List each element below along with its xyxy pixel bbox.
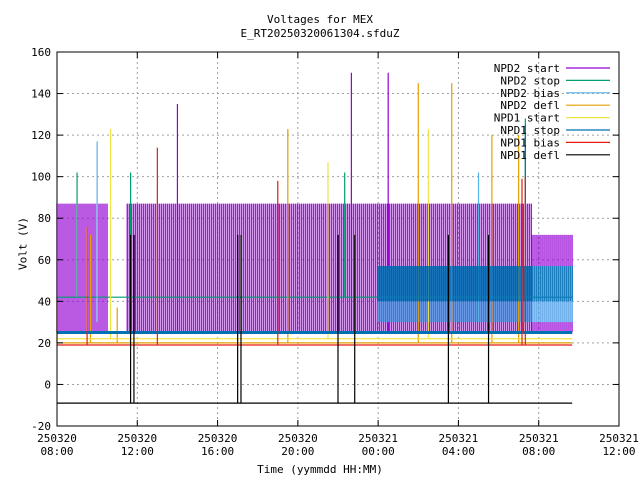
y-tick-label: 40 bbox=[38, 295, 51, 308]
series-npd1-bias bbox=[57, 147, 573, 346]
y-tick-label: -20 bbox=[31, 420, 51, 433]
x-tick-date-label: 250320 bbox=[278, 432, 318, 445]
plot-frame bbox=[56, 51, 620, 427]
x-tick-date-label: 250321 bbox=[519, 432, 559, 445]
x-tick-time-label: 08:00 bbox=[522, 445, 555, 458]
legend-label: NPD1 bias bbox=[500, 136, 560, 149]
y-tick-label: 80 bbox=[38, 212, 51, 225]
x-tick-time-label: 12:00 bbox=[121, 445, 154, 458]
x-axis-label: Time (yymmdd HH:MM) bbox=[257, 463, 383, 476]
x-tick-time-label: 08:00 bbox=[40, 445, 73, 458]
x-tick-time-label: 00:00 bbox=[362, 445, 395, 458]
series-npd1-defl bbox=[57, 234, 573, 404]
x-tick-time-label: 20:00 bbox=[281, 445, 314, 458]
x-tick-time-label: 16:00 bbox=[201, 445, 234, 458]
x-tick-date-label: 250320 bbox=[117, 432, 157, 445]
y-tick-label: 160 bbox=[31, 46, 51, 59]
series-npd1-stop bbox=[57, 124, 573, 334]
legend-label: NPD2 stop bbox=[500, 74, 560, 87]
y-tick-label: 120 bbox=[31, 129, 51, 142]
x-tick-date-label: 250320 bbox=[198, 432, 238, 445]
y-tick-label: 20 bbox=[38, 337, 51, 350]
x-tick-date-label: 250321 bbox=[358, 432, 398, 445]
legend-label: NPD1 start bbox=[494, 112, 560, 125]
x-tick-date-label: 250321 bbox=[599, 432, 639, 445]
chart-title: Voltages for MEX bbox=[267, 13, 373, 26]
y-tick-label: 140 bbox=[31, 88, 51, 101]
x-tick-time-label: 12:00 bbox=[602, 445, 635, 458]
legend-label: NPD2 defl bbox=[500, 99, 560, 112]
legend-label: NPD2 start bbox=[494, 62, 560, 75]
y-tick-label: 0 bbox=[44, 378, 51, 391]
legend-label: NPD1 stop bbox=[500, 124, 560, 137]
x-tick-time-label: 04:00 bbox=[442, 445, 475, 458]
y-tick-label: 60 bbox=[38, 254, 51, 267]
y-tick-label: 100 bbox=[31, 171, 51, 184]
legend-label: NPD2 bias bbox=[500, 87, 560, 100]
x-tick-date-label: 250320 bbox=[37, 432, 77, 445]
series-npd1-start bbox=[57, 128, 573, 340]
x-tick-date-label: 250321 bbox=[439, 432, 479, 445]
chart-subtitle: E_RT20250320061304.sfduZ bbox=[240, 27, 400, 40]
legend-label: NPD1 defl bbox=[500, 149, 560, 162]
